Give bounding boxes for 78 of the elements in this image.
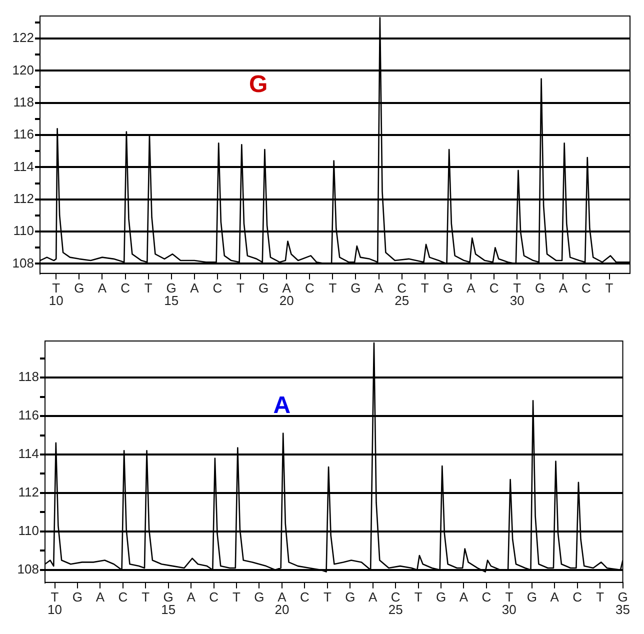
text: G bbox=[74, 280, 84, 296]
y-tick-label: 112 bbox=[18, 484, 39, 500]
x-tick-label: 20 bbox=[274, 602, 290, 617]
y-tick-label: 116 bbox=[13, 126, 34, 142]
y-tick-label: 118 bbox=[18, 369, 39, 384]
text: C bbox=[390, 589, 400, 604]
y-tick-label: 114 bbox=[18, 446, 39, 462]
text: A bbox=[459, 589, 468, 604]
y-tick-label: 116 bbox=[18, 408, 39, 423]
text: C bbox=[582, 280, 591, 296]
text: C bbox=[300, 589, 310, 604]
text: C bbox=[209, 589, 219, 604]
text: T bbox=[328, 280, 337, 296]
y-tick-label: 110 bbox=[13, 223, 34, 238]
x-tick-label: 10 bbox=[48, 602, 62, 617]
x-tick-label: 15 bbox=[161, 602, 176, 617]
text: A bbox=[368, 589, 378, 604]
y-tick-label: 112 bbox=[13, 190, 34, 206]
text: G bbox=[350, 280, 361, 296]
y-tick-label: 118 bbox=[13, 94, 34, 110]
text: A bbox=[96, 589, 105, 604]
text: A bbox=[278, 589, 287, 604]
text: A bbox=[98, 280, 107, 296]
y-tick-label: 110 bbox=[18, 523, 39, 538]
x-tick-label: 20 bbox=[279, 292, 294, 308]
text: T bbox=[144, 280, 152, 296]
text: G bbox=[72, 589, 83, 604]
text: C bbox=[489, 280, 499, 296]
x-tick-label: 25 bbox=[388, 602, 403, 617]
text: T bbox=[420, 280, 429, 296]
text: T bbox=[142, 589, 150, 604]
text: T bbox=[323, 589, 332, 604]
y-tick-label: 120 bbox=[12, 62, 34, 78]
text: C bbox=[118, 589, 128, 604]
x-tick-label: 30 bbox=[502, 602, 516, 617]
text: G bbox=[254, 589, 264, 604]
text: T bbox=[232, 589, 241, 604]
annotation: G bbox=[248, 71, 268, 98]
text: A bbox=[186, 589, 196, 604]
text: G bbox=[258, 280, 269, 296]
y-tick-label: 108 bbox=[12, 255, 34, 270]
text: C bbox=[120, 280, 130, 296]
x-tick-label: 35 bbox=[616, 602, 630, 617]
text: G bbox=[535, 280, 546, 296]
text: T bbox=[414, 589, 422, 604]
x-tick-label: 10 bbox=[48, 292, 64, 308]
text: G bbox=[436, 589, 446, 604]
annotation: A bbox=[273, 392, 291, 419]
text: G bbox=[163, 589, 174, 604]
text: T bbox=[52, 280, 60, 296]
text: T bbox=[596, 589, 604, 604]
text: G bbox=[166, 280, 176, 296]
y-tick-label: 108 bbox=[17, 561, 39, 576]
text: G bbox=[442, 280, 453, 296]
text: A bbox=[466, 280, 476, 296]
x-tick-label: 15 bbox=[164, 292, 179, 308]
text: T bbox=[605, 280, 614, 296]
x-tick-label: 25 bbox=[394, 292, 410, 308]
text: A bbox=[558, 280, 568, 296]
text: T bbox=[505, 589, 514, 604]
text: T bbox=[513, 280, 522, 296]
y-tick-label: 114 bbox=[13, 158, 34, 174]
text: C bbox=[212, 280, 222, 296]
text: G bbox=[618, 589, 628, 604]
x-tick-label: 30 bbox=[510, 292, 524, 308]
text: G bbox=[345, 589, 356, 604]
text: C bbox=[397, 280, 407, 296]
text: C bbox=[304, 280, 314, 296]
text: A bbox=[282, 280, 292, 296]
text: G bbox=[526, 589, 537, 604]
text: T bbox=[236, 280, 245, 296]
text: A bbox=[190, 280, 200, 296]
text: C bbox=[572, 589, 582, 604]
text: T bbox=[50, 589, 59, 604]
text: C bbox=[482, 589, 492, 604]
y-tick-label: 122 bbox=[12, 30, 34, 46]
text: A bbox=[374, 280, 384, 296]
text: A bbox=[550, 589, 560, 604]
